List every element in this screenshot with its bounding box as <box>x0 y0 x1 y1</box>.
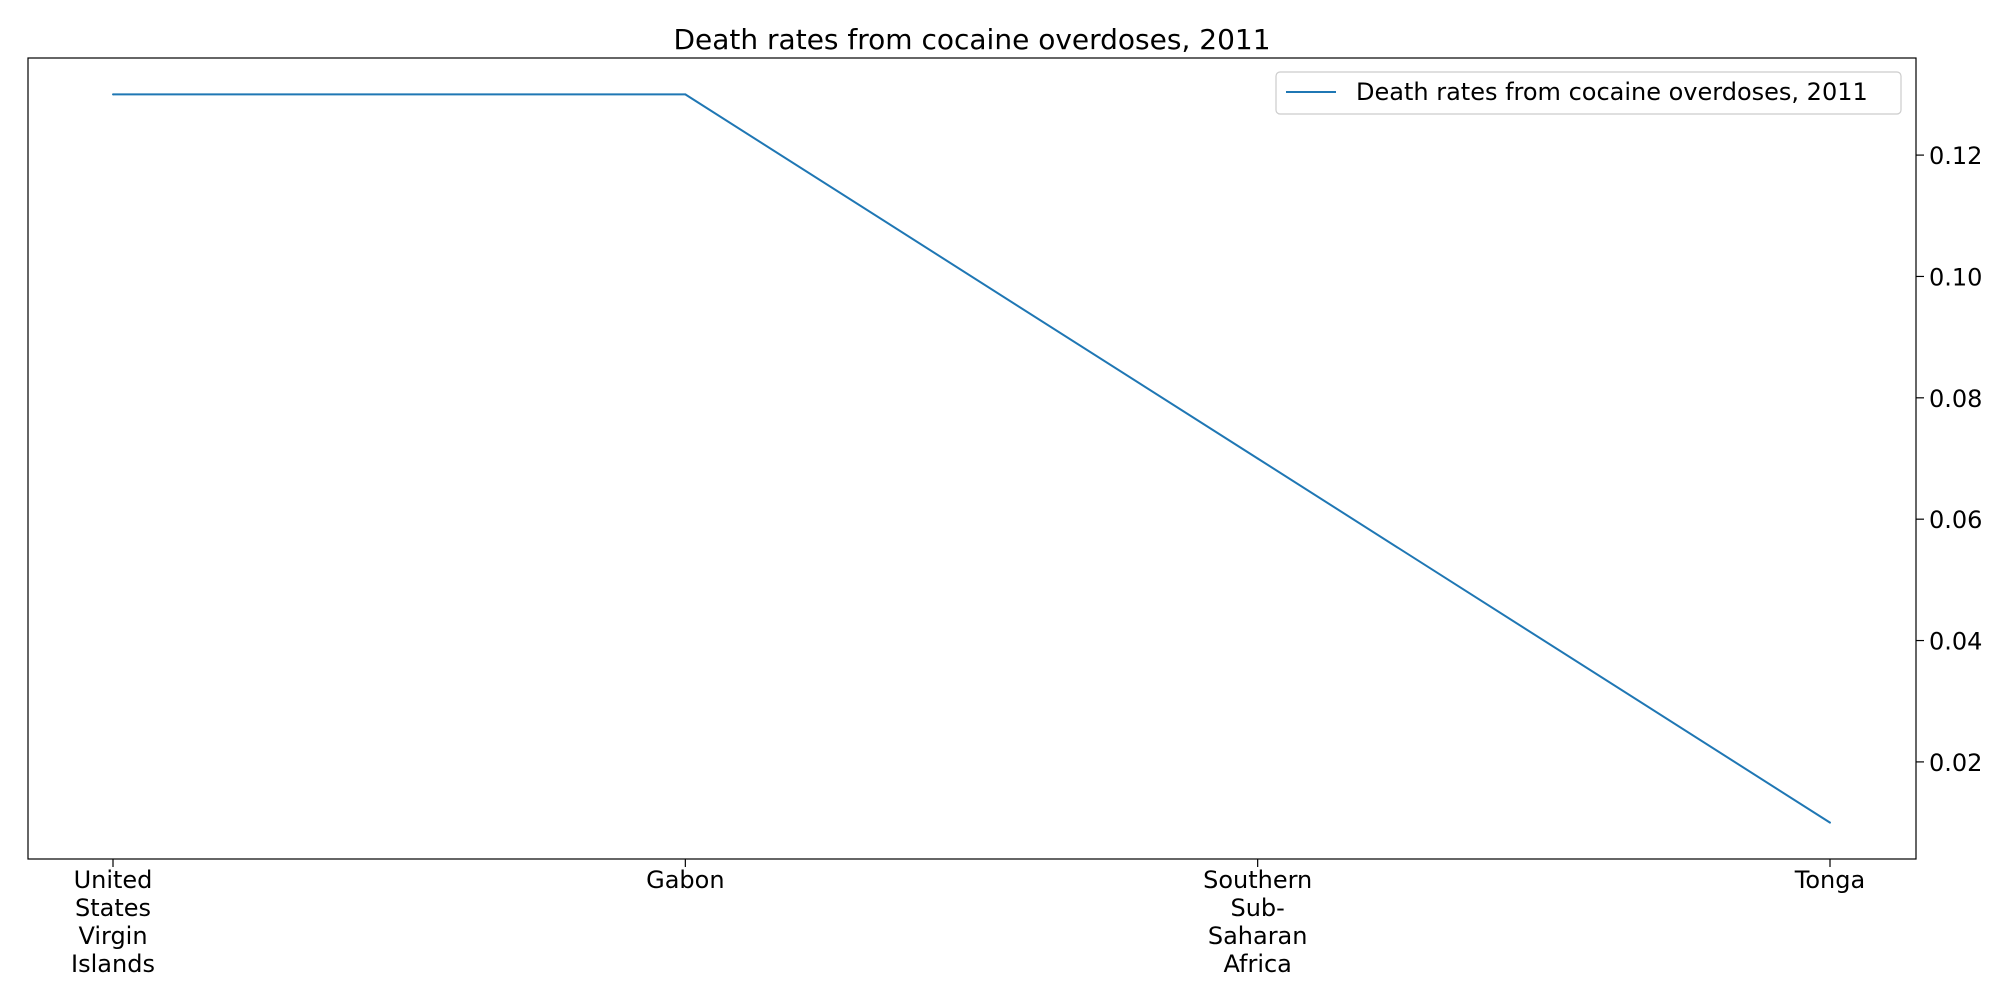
y-tick-label: 0.04 <box>1929 628 1982 656</box>
legend-box <box>1275 71 1902 115</box>
x-tick-label-line: Saharan <box>1208 922 1308 950</box>
x-tick-label-line: Virgin <box>78 922 147 950</box>
x-tick-label: Tonga <box>1794 866 1865 894</box>
x-tick-label: Southern Sub-Saharan Africa <box>1203 866 1312 978</box>
x-tick-label-line: Southern <box>1203 866 1312 894</box>
y-tick-label: 0.10 <box>1929 263 1982 291</box>
series-line <box>113 93 1831 824</box>
chart-title: Death rates from cocaine overdoses, 2011 <box>673 23 1270 56</box>
x-tick-label-line: United <box>74 866 153 894</box>
x-tick-label-line: Tonga <box>1794 866 1865 894</box>
series-layer <box>112 93 1831 824</box>
x-tick-label: United States Virgin Islands <box>71 866 155 978</box>
x-axis: United States Virgin Islands Gabon Southern Su… <box>71 859 1865 978</box>
y-axis: 0.02 0.04 0.06 0.08 0.10 0.12 <box>1916 142 1982 777</box>
x-tick-label-line: Sub- <box>1230 894 1284 922</box>
legend-label: Death rates from cocaine overdoses, 2011 <box>1356 78 1868 106</box>
y-tick-label: 0.06 <box>1929 506 1982 534</box>
x-tick-label-line: Gabon <box>646 866 724 894</box>
x-tick-label-line: States <box>75 894 151 922</box>
data-point <box>112 93 114 96</box>
data-point <box>1829 821 1831 824</box>
legend: Death rates from cocaine overdoses, 2011 <box>1275 71 1902 115</box>
y-tick-label: 0.02 <box>1929 749 1982 777</box>
y-tick-label: 0.12 <box>1929 142 1982 170</box>
plot-area <box>27 57 1917 860</box>
x-tick-label-line: Islands <box>71 950 155 978</box>
x-tick-label-line: Africa <box>1223 950 1291 978</box>
data-point <box>684 93 687 96</box>
data-point <box>1256 457 1259 460</box>
y-tick-label: 0.08 <box>1929 385 1982 413</box>
x-tick-label: Gabon <box>646 866 724 894</box>
